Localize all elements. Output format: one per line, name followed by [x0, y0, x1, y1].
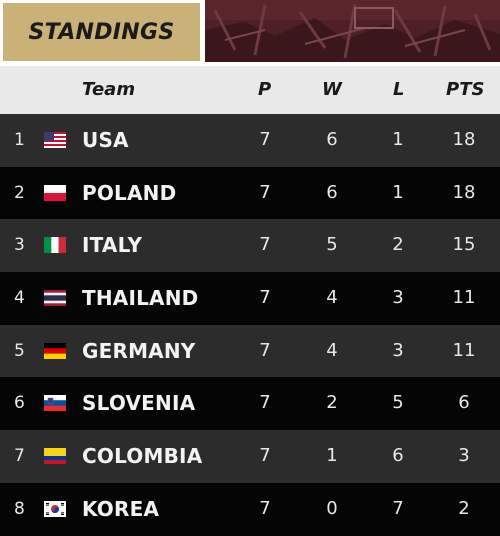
played: 7 — [259, 445, 271, 467]
team-name: THAILAND — [82, 286, 199, 311]
points: 11 — [452, 287, 476, 309]
team-name: POLAND — [82, 180, 177, 205]
table-row: 7 COLOMBIA 7 1 6 3 — [0, 430, 500, 483]
points: 6 — [458, 392, 470, 414]
points: 18 — [452, 181, 476, 203]
team-name: COLOMBIA — [82, 444, 203, 469]
played: 7 — [259, 339, 271, 361]
points: 18 — [452, 129, 476, 150]
column-header-w: W — [322, 79, 342, 100]
rank: 6 — [14, 393, 25, 414]
wins: 6 — [326, 129, 338, 150]
wins: 2 — [326, 392, 338, 414]
team-name: USA — [82, 128, 129, 152]
thailand-flag-icon — [44, 290, 66, 307]
colombia-flag-icon — [44, 448, 66, 465]
title-box: STANDINGS — [3, 3, 200, 61]
wins: 4 — [326, 287, 338, 309]
table-row: 8 KOREA 7 0 7 2 — [0, 482, 500, 536]
played: 7 — [259, 129, 271, 150]
table-row: 2 POLAND 7 6 1 18 — [0, 166, 500, 220]
losses: 3 — [392, 339, 404, 361]
points: 2 — [458, 497, 470, 519]
column-header-team: Team — [82, 79, 136, 100]
rank: 7 — [14, 446, 25, 467]
wins: 0 — [326, 497, 338, 519]
rank: 1 — [14, 130, 25, 150]
losses: 1 — [392, 129, 404, 150]
played: 7 — [259, 287, 271, 309]
team-name: ITALY — [82, 233, 143, 258]
table-row: 5 GERMANY 7 4 3 11 — [0, 324, 500, 378]
losses: 6 — [392, 445, 404, 467]
played: 7 — [259, 392, 271, 414]
losses: 2 — [392, 234, 404, 256]
wins: 4 — [326, 339, 338, 361]
rank: 4 — [14, 288, 25, 309]
column-header-l: L — [393, 79, 405, 100]
wins: 6 — [326, 181, 338, 203]
page-title: STANDINGS — [28, 19, 175, 45]
standings-table: 1 USA 7 6 1 18 2 POLAND 7 6 1 — [0, 114, 500, 536]
rank: 5 — [14, 340, 25, 361]
team-name: GERMANY — [82, 338, 196, 363]
poland-flag-icon — [44, 184, 66, 201]
decorative-banner-image — [205, 0, 500, 62]
played: 7 — [259, 497, 271, 519]
table-row: 4 THAILAND 7 4 3 11 — [0, 272, 500, 325]
played: 7 — [259, 181, 271, 203]
losses: 1 — [392, 181, 404, 203]
points: 15 — [452, 234, 476, 256]
rank: 3 — [14, 235, 25, 256]
slovenia-flag-icon — [44, 395, 66, 412]
table-row: 3 ITALY 7 5 2 15 — [0, 219, 500, 273]
rank: 2 — [14, 182, 25, 203]
column-header-p: P — [258, 79, 272, 100]
column-header-row: Team P W L PTS — [0, 66, 500, 114]
italy-flag-icon — [44, 237, 66, 254]
losses: 7 — [392, 497, 404, 519]
team-name: KOREA — [82, 496, 160, 521]
usa-flag-icon — [44, 132, 66, 148]
team-name: SLOVENIA — [82, 391, 196, 416]
played: 7 — [259, 234, 271, 256]
table-row: 1 USA 7 6 1 18 — [0, 114, 500, 167]
table-row: 6 SLOVENIA 7 2 5 6 — [0, 377, 500, 431]
germany-flag-icon — [44, 342, 66, 359]
wins: 5 — [326, 234, 338, 256]
points: 11 — [452, 339, 476, 361]
losses: 5 — [392, 392, 404, 414]
korea-flag-icon — [44, 500, 66, 517]
wins: 1 — [326, 445, 338, 467]
rank: 8 — [14, 498, 25, 519]
losses: 3 — [392, 287, 404, 309]
points: 3 — [458, 445, 470, 467]
column-header-pts: PTS — [446, 79, 485, 100]
